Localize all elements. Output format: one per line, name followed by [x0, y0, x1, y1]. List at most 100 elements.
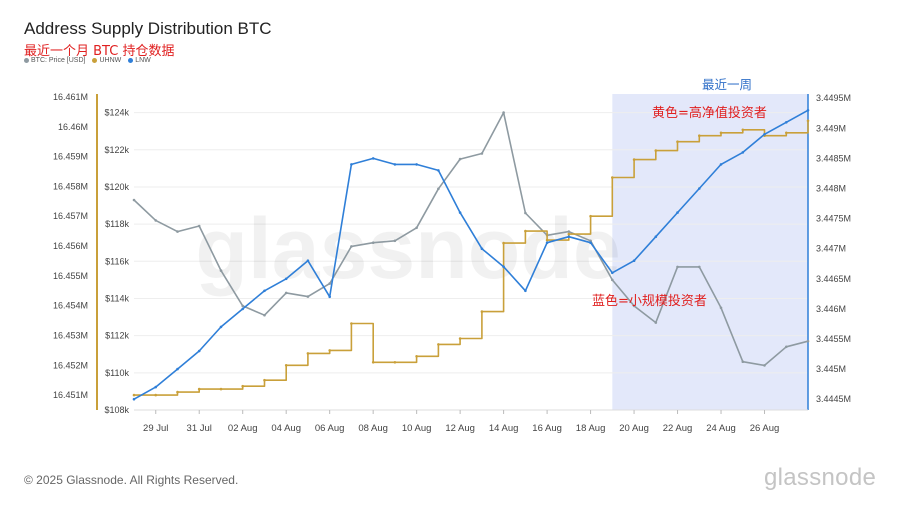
legend-item-price[interactable]: BTC: Price [USD] — [24, 57, 85, 64]
series-point-uhnw-24 — [654, 149, 658, 152]
series-point-uhnw-7 — [284, 364, 288, 367]
series-point-btc:-30 — [785, 345, 788, 349]
x-axis-tick-10: 18 Aug — [576, 423, 606, 434]
series-point-lnw-31 — [806, 109, 810, 112]
copyright-footer: © 2025 Glassnode. All Rights Reserved. — [24, 473, 239, 487]
series-point-lnw-18 — [524, 289, 527, 293]
x-axis-tick-14: 26 Aug — [750, 423, 780, 434]
price-axis-tick-3: $114k — [105, 293, 129, 303]
series-point-lnw-19 — [545, 241, 549, 244]
annotation-lnw: 蓝色=小规模投资者 — [592, 293, 707, 309]
x-axis-tick-3: 04 Aug — [271, 423, 301, 434]
series-point-uhnw-31 — [806, 119, 810, 123]
left-axis-tick-0: 16.451M — [53, 390, 88, 400]
series-point-lnw-30 — [785, 121, 788, 124]
series-point-lnw-28 — [741, 151, 745, 154]
x-axis-tick-1: 31 Jul — [187, 423, 212, 434]
series-point-lnw-7 — [284, 277, 288, 281]
legend: BTC: Price [USD] UHNW LNW — [24, 57, 151, 64]
series-point-btc:-18 — [524, 211, 527, 215]
series-point-uhnw-21 — [589, 214, 592, 218]
x-axis-tick-6: 10 Aug — [402, 423, 432, 434]
series-point-btc:-29 — [763, 364, 766, 367]
right-axis-tick-2: 3.4455M — [816, 334, 851, 344]
brand-logo: glassnode — [764, 464, 877, 491]
series-point-uhnw-20 — [567, 232, 571, 236]
left-axis-tick-3: 16.454M — [53, 301, 88, 311]
price-axis-tick-7: $122k — [104, 145, 129, 155]
price-axis-tick-1: $110k — [105, 368, 129, 378]
x-axis-tick-12: 22 Aug — [663, 423, 693, 434]
legend-label-lnw: LNW — [135, 57, 151, 64]
left-axis-tick-9: 16.46M — [58, 122, 88, 132]
series-point-btc:-1 — [154, 219, 157, 222]
series-point-uhnw-3 — [197, 387, 201, 391]
left-axis-tick-4: 16.455M — [53, 271, 88, 281]
series-point-lnw-5 — [241, 307, 244, 311]
series-point-btc:-7 — [284, 291, 288, 295]
series-point-uhnw-5 — [241, 384, 244, 388]
right-axis-tick-0: 3.4445M — [816, 394, 851, 404]
series-point-btc:-12 — [393, 239, 397, 243]
right-axis-tick-10: 3.4495M — [816, 93, 851, 103]
series-point-btc:-6 — [263, 313, 266, 317]
series-point-uhnw-26 — [698, 134, 701, 137]
x-axis-tick-11: 20 Aug — [619, 423, 649, 434]
right-axis-tick-4: 3.4465M — [816, 274, 851, 284]
series-point-uhnw-10 — [350, 322, 353, 325]
right-axis-tick-7: 3.448M — [816, 183, 846, 193]
series-point-uhnw-17 — [502, 241, 505, 245]
price-axis-tick-8: $124k — [104, 108, 129, 118]
chart-subtitle: 最近一个月 BTC 持仓数据 — [24, 44, 175, 59]
series-point-lnw-16 — [480, 247, 484, 250]
series-point-uhnw-6 — [263, 378, 266, 382]
series-point-btc:-9 — [328, 282, 332, 285]
x-axis-tick-7: 12 Aug — [445, 423, 475, 434]
watermark: glassnode — [195, 201, 620, 297]
series-point-uhnw-12 — [393, 361, 397, 364]
series-point-lnw-21 — [589, 241, 592, 244]
series-point-btc:-22 — [611, 278, 614, 282]
series-point-lnw-3 — [197, 349, 201, 353]
series-point-lnw-29 — [763, 133, 766, 136]
series-point-btc:-20 — [567, 230, 571, 233]
series-point-btc:-26 — [698, 265, 701, 269]
series-point-lnw-24 — [654, 235, 658, 238]
legend-dot-lnw — [128, 58, 134, 63]
series-point-uhnw-11 — [371, 361, 375, 364]
series-point-btc:-8 — [306, 295, 310, 298]
left-axis-tick-5: 16.456M — [53, 241, 88, 251]
left-axis-tick-6: 16.457M — [53, 211, 88, 221]
legend-item-uhnw[interactable]: UHNW — [92, 57, 121, 64]
x-axis-tick-0: 29 Jul — [143, 423, 168, 434]
series-point-lnw-13 — [415, 163, 418, 166]
series-point-uhnw-27 — [719, 131, 723, 135]
chart-title: Address Supply Distribution BTC — [24, 19, 272, 38]
left-axis-tick-7: 16.458M — [53, 181, 88, 191]
series-point-uhnw-4 — [219, 387, 223, 391]
series-point-lnw-1 — [154, 385, 157, 389]
series-point-btc:-11 — [371, 241, 375, 244]
series-point-btc:-31 — [806, 339, 810, 343]
series-point-btc:-21 — [589, 239, 592, 243]
series-point-btc:-13 — [415, 226, 418, 230]
legend-item-lnw[interactable]: LNW — [128, 57, 151, 64]
series-point-uhnw-0 — [132, 393, 136, 397]
legend-label-price: BTC: Price [USD] — [31, 57, 86, 64]
series-point-lnw-26 — [698, 187, 701, 190]
legend-dot-uhnw — [92, 58, 98, 63]
series-point-lnw-15 — [458, 211, 462, 214]
series-point-uhnw-22 — [611, 176, 614, 179]
series-point-btc:-23 — [632, 304, 636, 308]
series-point-lnw-9 — [328, 295, 332, 299]
legend-dot-price — [24, 58, 29, 63]
x-axis-tick-9: 16 Aug — [532, 423, 562, 434]
price-axis-tick-0: $108k — [104, 405, 129, 415]
series-point-uhnw-19 — [545, 238, 549, 242]
right-axis-tick-3: 3.446M — [816, 304, 846, 314]
series-point-btc:-0 — [132, 198, 136, 202]
price-axis-tick-5: $118k — [105, 219, 129, 229]
right-axis-tick-8: 3.4485M — [816, 153, 851, 163]
series-point-btc:-10 — [350, 245, 353, 248]
series-point-btc:-27 — [719, 306, 723, 310]
